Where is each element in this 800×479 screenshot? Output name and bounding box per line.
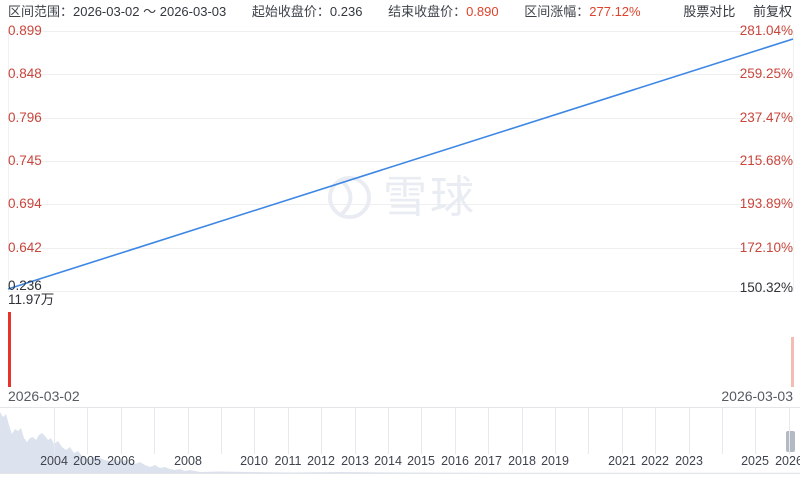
navigator-year-label: 2012 xyxy=(307,454,335,468)
adjust-mode-button[interactable]: 前复权 xyxy=(752,4,792,19)
watermark-text: 雪球 xyxy=(383,173,477,222)
volume-max-label: 11.97万 xyxy=(8,292,55,307)
navigator-year-gridline xyxy=(187,408,189,454)
navigator-year-gridline xyxy=(87,408,89,454)
navigator-year-gridline xyxy=(655,408,657,454)
timeline-navigator[interactable]: 2004 2005 2006 2008 2010 2011 2012 2013 2014 2015… xyxy=(0,407,800,474)
x-axis-start-date: 2026-03-02 xyxy=(8,388,80,404)
start-price-stat: 起始收盘价：0.236 xyxy=(252,0,363,24)
right-axis-tick: 215.68% xyxy=(739,153,793,168)
end-price-value: 0.890 xyxy=(466,4,499,19)
gridline xyxy=(8,74,793,75)
navigator-year-gridline xyxy=(688,408,690,454)
gridline xyxy=(8,204,793,205)
left-axis-tick: 0.694 xyxy=(8,196,42,211)
navigator-year-label: 2021 xyxy=(608,454,636,468)
navigator-year-gridline xyxy=(421,408,423,454)
left-axis-tick: 0.848 xyxy=(8,66,42,81)
navigator-year-label: 2025 xyxy=(741,454,769,468)
gridline xyxy=(8,118,793,119)
gridline xyxy=(8,248,793,249)
price-chart[interactable]: 雪球 0.899 0.848 0.796 0.745 0.694 0.642 0… xyxy=(0,23,800,295)
navigator-year-label: 2019 xyxy=(541,454,569,468)
left-axis-tick: 0.236 xyxy=(8,278,42,293)
navigator-year-label: 2006 xyxy=(107,454,135,468)
end-price-stat: 结束收盘价：0.890 xyxy=(388,0,499,24)
navigator-year-gridline xyxy=(388,408,389,454)
right-axis-tick: 259.25% xyxy=(739,66,793,81)
navigator-year-gridline xyxy=(221,408,222,454)
gridline xyxy=(8,31,793,32)
navigator-year-label: 2018 xyxy=(508,454,536,468)
navigator-year-gridline xyxy=(154,408,156,454)
left-axis-tick: 0.796 xyxy=(8,110,42,125)
navigator-year-gridline xyxy=(755,408,757,454)
range-label: 区间范围： xyxy=(8,4,74,19)
right-axis-tick: 172.10% xyxy=(739,240,793,255)
navigator-year-label: 2005 xyxy=(73,454,101,468)
range-stat: 区间范围：2026-03-02 ～ 2026-03-03 xyxy=(8,0,226,24)
navigator-year-gridline xyxy=(287,408,289,454)
plot-right-edge xyxy=(793,31,794,292)
interval-change-label: 区间涨幅： xyxy=(524,4,590,19)
header-actions: 股票对比 前复权 xyxy=(669,0,792,24)
navigator-year-gridline xyxy=(120,408,122,454)
x-axis-end-date: 2026-03-03 xyxy=(721,388,793,404)
navigator-year-label: 2022 xyxy=(641,454,669,468)
navigator-right-handle[interactable] xyxy=(786,431,795,452)
navigator-year-gridline xyxy=(454,408,456,454)
navigator-history-area xyxy=(0,412,800,473)
navigator-year-gridline xyxy=(621,408,623,454)
navigator-year-label: 2014 xyxy=(374,454,402,468)
xueqiu-watermark: 雪球 xyxy=(326,174,477,221)
range-value: 2026-03-02 ～ 2026-03-03 xyxy=(73,4,227,19)
start-price-label: 起始收盘价： xyxy=(251,4,330,19)
navigator-year-gridline xyxy=(321,408,323,454)
navigator-year-label: 2016 xyxy=(441,454,469,468)
navigator-year-label: 2008 xyxy=(174,454,202,468)
interval-change-value: 277.12% xyxy=(589,4,641,19)
navigator-year-gridline xyxy=(521,408,523,454)
navigator-year-gridline xyxy=(254,408,256,454)
navigator-year-label: 2017 xyxy=(474,454,502,468)
right-axis-tick: 193.89% xyxy=(739,196,793,211)
volume-bar xyxy=(791,337,794,387)
interval-change-stat: 区间涨幅：277.12% xyxy=(524,0,640,24)
navigator-year-label: 2004 xyxy=(40,454,68,468)
navigator-year-gridline xyxy=(354,408,356,454)
stock-compare-button[interactable]: 股票对比 xyxy=(683,4,736,19)
left-axis-tick: 0.745 xyxy=(8,153,42,168)
right-axis-tick: 237.47% xyxy=(739,110,793,125)
volume-bar xyxy=(8,312,11,387)
left-axis-tick: 0.899 xyxy=(8,23,42,38)
xueqiu-logo-icon xyxy=(327,175,372,220)
left-axis-tick: 0.642 xyxy=(8,240,42,255)
start-price-value: 0.236 xyxy=(329,4,363,19)
navigator-year-gridline xyxy=(555,408,556,454)
end-price-label: 结束收盘价： xyxy=(388,4,467,19)
navigator-year-gridline xyxy=(488,408,490,454)
gridline xyxy=(8,291,793,292)
price-line xyxy=(7,38,794,290)
navigator-year-gridline xyxy=(54,408,55,454)
navigator-year-label: 2023 xyxy=(675,454,703,468)
navigator-year-label: 2013 xyxy=(341,454,369,468)
navigator-year-label: 2010 xyxy=(240,454,268,468)
navigator-year-gridline xyxy=(722,408,723,454)
gridline xyxy=(8,161,793,162)
navigator-year-gridline xyxy=(588,408,590,454)
chart-header: 区间范围：2026-03-02 ～ 2026-03-03 起始收盘价：0.236… xyxy=(8,0,792,24)
right-axis-tick: 281.04% xyxy=(739,23,793,38)
right-axis-tick: 150.32% xyxy=(739,280,793,295)
navigator-year-gridline xyxy=(788,408,790,454)
navigator-year-label: 2015 xyxy=(407,454,435,468)
navigator-year-label: 2026 xyxy=(775,454,800,468)
navigator-year-label: 2011 xyxy=(274,454,302,468)
